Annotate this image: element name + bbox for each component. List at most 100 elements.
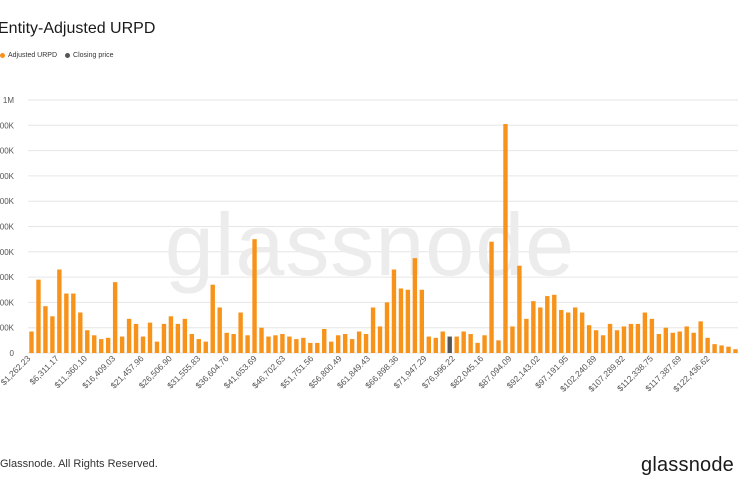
urpd-bar[interactable] bbox=[301, 337, 306, 353]
urpd-bar[interactable] bbox=[440, 331, 445, 354]
urpd-bar[interactable] bbox=[705, 337, 710, 353]
urpd-bar[interactable] bbox=[126, 318, 132, 353]
urpd-bar[interactable] bbox=[238, 312, 243, 353]
urpd-bar[interactable] bbox=[377, 326, 383, 353]
urpd-bar[interactable] bbox=[384, 302, 390, 353]
urpd-bar[interactable] bbox=[71, 293, 76, 353]
urpd-bar[interactable] bbox=[398, 288, 404, 353]
urpd-bar[interactable] bbox=[245, 335, 250, 353]
urpd-bar[interactable] bbox=[635, 323, 641, 353]
urpd-bar[interactable] bbox=[642, 312, 648, 353]
urpd-bar[interactable] bbox=[85, 330, 90, 353]
urpd-bar[interactable] bbox=[203, 341, 208, 353]
urpd-bar[interactable] bbox=[29, 331, 34, 354]
urpd-bar[interactable] bbox=[370, 307, 376, 353]
urpd-bar[interactable] bbox=[454, 336, 459, 353]
urpd-bar[interactable] bbox=[363, 334, 369, 353]
urpd-bar[interactable] bbox=[405, 289, 411, 353]
urpd-bar[interactable] bbox=[342, 334, 348, 353]
urpd-bar[interactable] bbox=[273, 335, 278, 353]
urpd-bar[interactable] bbox=[677, 331, 682, 354]
legend-item-closing-price[interactable]: Closing price bbox=[65, 52, 114, 59]
urpd-bar[interactable] bbox=[552, 294, 557, 353]
urpd-bar[interactable] bbox=[684, 326, 689, 353]
urpd-bar[interactable] bbox=[182, 318, 188, 353]
urpd-bar[interactable] bbox=[559, 309, 564, 353]
urpd-bar[interactable] bbox=[656, 334, 662, 353]
urpd-bar[interactable] bbox=[78, 312, 83, 353]
urpd-bar[interactable] bbox=[280, 334, 285, 353]
urpd-bar[interactable] bbox=[92, 335, 97, 353]
urpd-bar[interactable] bbox=[586, 325, 592, 353]
urpd-bar[interactable] bbox=[224, 332, 229, 353]
urpd-bar[interactable] bbox=[614, 330, 620, 353]
urpd-bar[interactable] bbox=[412, 258, 418, 354]
urpd-bar[interactable] bbox=[607, 323, 613, 353]
legend-item-adjusted-urpd[interactable]: Adjusted URPD bbox=[0, 52, 57, 59]
urpd-bar[interactable] bbox=[140, 336, 146, 353]
urpd-bar[interactable] bbox=[308, 342, 313, 353]
urpd-bar[interactable] bbox=[468, 334, 473, 353]
urpd-bar[interactable] bbox=[168, 316, 174, 353]
urpd-bar[interactable] bbox=[482, 335, 487, 353]
urpd-bar[interactable] bbox=[510, 326, 515, 353]
urpd-bar[interactable] bbox=[231, 334, 236, 353]
urpd-bar[interactable] bbox=[538, 307, 543, 353]
urpd-bar[interactable] bbox=[621, 326, 627, 353]
urpd-bar[interactable] bbox=[496, 340, 501, 353]
urpd-bar[interactable] bbox=[475, 342, 480, 353]
urpd-bar[interactable] bbox=[698, 321, 703, 354]
urpd-bar[interactable] bbox=[593, 330, 599, 353]
urpd-bar[interactable] bbox=[36, 279, 41, 353]
urpd-bar[interactable] bbox=[322, 328, 327, 353]
urpd-bar[interactable] bbox=[419, 289, 425, 353]
urpd-bar[interactable] bbox=[433, 337, 438, 353]
urpd-bar[interactable] bbox=[335, 335, 341, 353]
urpd-bar[interactable] bbox=[315, 342, 320, 353]
urpd-bar[interactable] bbox=[175, 323, 181, 353]
urpd-bar[interactable] bbox=[119, 336, 125, 353]
urpd-bar[interactable] bbox=[154, 341, 160, 353]
urpd-bar[interactable] bbox=[719, 345, 724, 353]
urpd-bar[interactable] bbox=[503, 124, 508, 353]
glassnode-logo[interactable]: glassnode bbox=[641, 454, 734, 476]
urpd-bar[interactable] bbox=[266, 336, 271, 353]
urpd-bar[interactable] bbox=[524, 318, 529, 353]
urpd-bar[interactable] bbox=[259, 327, 264, 353]
urpd-bar[interactable] bbox=[426, 336, 432, 353]
urpd-bar[interactable] bbox=[43, 306, 48, 353]
urpd-bar[interactable] bbox=[112, 282, 118, 353]
urpd-bar[interactable] bbox=[391, 269, 397, 353]
urpd-bar[interactable] bbox=[461, 331, 466, 354]
urpd-bar[interactable] bbox=[670, 332, 675, 353]
urpd-bar[interactable] bbox=[566, 312, 571, 353]
urpd-bar[interactable] bbox=[489, 241, 494, 353]
urpd-bar[interactable] bbox=[161, 323, 167, 353]
closing-price-bar[interactable] bbox=[447, 336, 452, 353]
urpd-bar[interactable] bbox=[628, 323, 634, 353]
urpd-bar[interactable] bbox=[691, 332, 696, 353]
urpd-bar[interactable] bbox=[252, 239, 257, 353]
urpd-bar[interactable] bbox=[545, 296, 550, 353]
urpd-bar[interactable] bbox=[133, 323, 139, 353]
urpd-bar[interactable] bbox=[287, 336, 292, 353]
urpd-bar[interactable] bbox=[649, 318, 655, 353]
urpd-bar[interactable] bbox=[189, 334, 195, 353]
urpd-bar[interactable] bbox=[733, 349, 738, 353]
urpd-bar[interactable] bbox=[105, 337, 111, 353]
urpd-bar[interactable] bbox=[517, 265, 522, 353]
urpd-bar[interactable] bbox=[64, 293, 69, 353]
urpd-bar[interactable] bbox=[600, 335, 606, 353]
urpd-bar[interactable] bbox=[210, 284, 215, 353]
urpd-bar[interactable] bbox=[99, 339, 104, 353]
urpd-bar[interactable] bbox=[329, 341, 334, 353]
urpd-bar[interactable] bbox=[531, 301, 536, 353]
urpd-bar[interactable] bbox=[579, 312, 585, 353]
urpd-bar[interactable] bbox=[349, 339, 355, 353]
urpd-bar[interactable] bbox=[356, 331, 362, 354]
urpd-bar[interactable] bbox=[663, 327, 668, 353]
urpd-bar[interactable] bbox=[712, 344, 717, 353]
urpd-bar[interactable] bbox=[726, 346, 731, 353]
urpd-bar[interactable] bbox=[50, 316, 55, 353]
urpd-bar[interactable] bbox=[196, 339, 201, 353]
